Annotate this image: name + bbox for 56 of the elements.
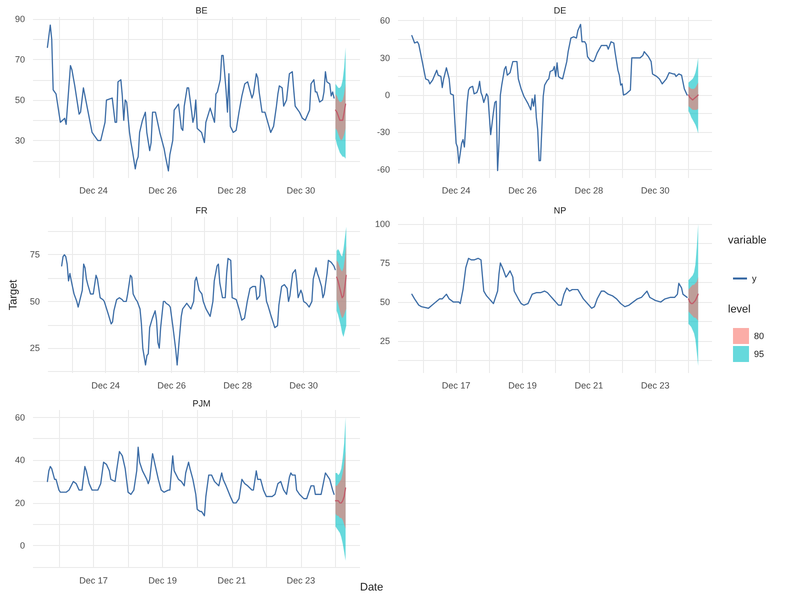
x-tick-label: Dec 28 xyxy=(223,380,252,390)
y-tick-label: 70 xyxy=(14,54,25,65)
y-axis-title: Target xyxy=(8,280,20,310)
x-tick-label: Dec 23 xyxy=(641,380,670,390)
x-tick-label: Dec 24 xyxy=(79,186,108,196)
y-tick-label: 30 xyxy=(380,52,390,63)
text: level xyxy=(728,304,751,316)
chart-title: FR xyxy=(196,206,208,216)
y-tick-label: 40 xyxy=(14,455,25,466)
x-tick-label: Dec 21 xyxy=(574,380,604,390)
y-tick-label: 30 xyxy=(14,136,25,146)
line-series xyxy=(688,294,699,304)
legend-label: 80 xyxy=(754,331,764,341)
y-tick-label: 75 xyxy=(380,258,390,268)
y-tick-label: 0 xyxy=(384,90,390,100)
chart-title: PJM xyxy=(192,398,210,408)
y-tick-label: -60 xyxy=(376,164,390,174)
y-tick-label: -30 xyxy=(376,127,390,138)
x-tick-label: Dec 19 xyxy=(148,576,177,586)
x-tick-label: Dec 17 xyxy=(442,380,470,390)
x-tick-label: Dec 28 xyxy=(574,186,604,196)
x-tick-label: Dec 19 xyxy=(508,380,537,390)
legend-label: 95 xyxy=(754,349,764,359)
y-tick-label: 20 xyxy=(14,498,25,508)
y-tick-label: 25 xyxy=(380,336,390,346)
x-axis-title: Date xyxy=(360,582,384,594)
y-tick-label: 90 xyxy=(14,14,25,24)
x-tick-label: Dec 30 xyxy=(289,380,318,390)
line-series xyxy=(334,487,346,504)
x-tick-label: Dec 28 xyxy=(218,186,246,196)
legend-title: variable xyxy=(728,234,767,246)
x-tick-label: Dec 26 xyxy=(148,186,177,196)
y-tick-label: 25 xyxy=(30,343,40,354)
legend-label: y xyxy=(752,274,757,284)
y-tick-label: 50 xyxy=(14,95,25,106)
x-tick-label: Dec 24 xyxy=(442,186,470,196)
y-tick-label: 100 xyxy=(374,219,390,230)
x-tick-label: Dec 26 xyxy=(508,186,537,196)
y-tick-label: 0 xyxy=(20,540,25,551)
line-series xyxy=(334,103,346,121)
chart-title: DE xyxy=(554,6,566,16)
y-tick-label: 50 xyxy=(30,296,40,306)
line-series xyxy=(336,274,347,298)
chart-title: NP xyxy=(554,206,566,216)
x-tick-label: Dec 24 xyxy=(91,380,120,390)
y-tick-label: 60 xyxy=(380,16,390,26)
x-tick-label: Dec 17 xyxy=(79,576,108,586)
y-tick-label: 60 xyxy=(14,412,25,422)
y-tick-label: 75 xyxy=(30,250,40,260)
x-tick-label: Dec 30 xyxy=(641,186,670,196)
x-tick-label: Dec 21 xyxy=(218,576,246,586)
x-tick-label: Dec 23 xyxy=(286,576,316,586)
x-tick-label: Dec 30 xyxy=(286,186,316,196)
chart-title: BE xyxy=(195,6,208,16)
y-tick-label: 50 xyxy=(380,297,390,308)
x-tick-label: Dec 26 xyxy=(157,380,186,390)
